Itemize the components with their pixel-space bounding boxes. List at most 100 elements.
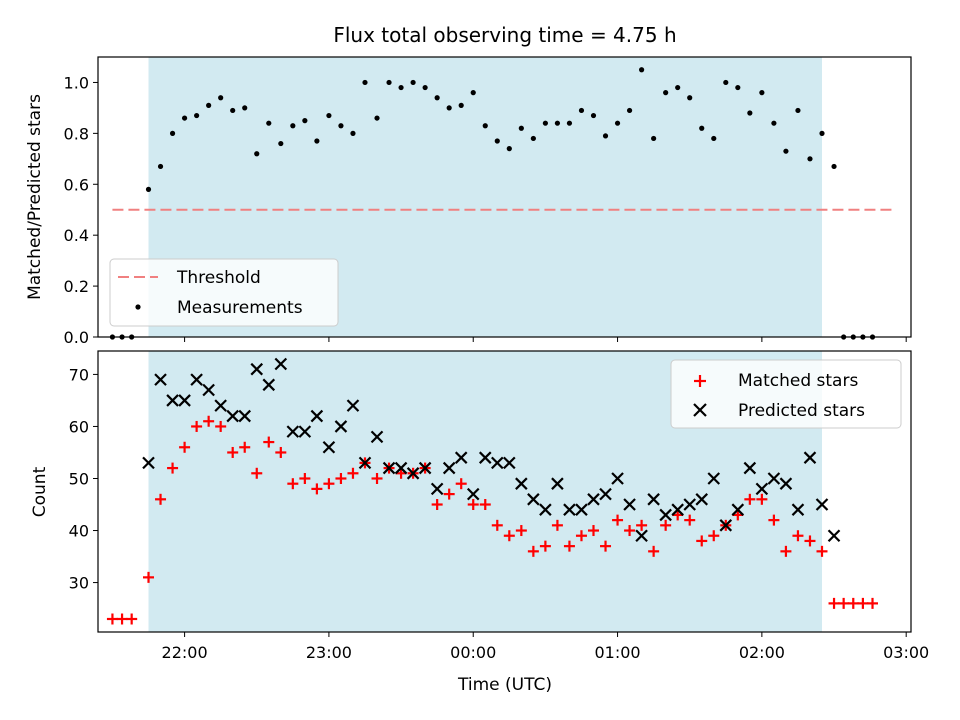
bottom-y-tick-label: 60 bbox=[69, 417, 89, 436]
predicted-star-marker bbox=[551, 477, 564, 490]
predicted-star-marker bbox=[587, 493, 600, 506]
predicted-star-marker bbox=[358, 456, 372, 470]
legend-matched-label: Matched stars bbox=[738, 371, 858, 391]
measurement-point bbox=[169, 130, 176, 136]
top-y-ticks: 0.0 0.2 0.4 0.6 0.8 1.0 bbox=[64, 73, 98, 347]
matched-star-marker bbox=[768, 514, 780, 526]
matched-star-marker bbox=[323, 478, 335, 490]
measurement-point bbox=[422, 84, 428, 91]
matched-star-marker bbox=[443, 488, 455, 500]
measurement-point bbox=[266, 120, 272, 126]
measurement-point bbox=[482, 123, 488, 129]
measurement-point bbox=[254, 151, 260, 157]
predicted-star-marker bbox=[779, 477, 793, 490]
predicted-star-marker bbox=[430, 482, 444, 496]
measurement-point bbox=[723, 79, 729, 86]
measurement-point bbox=[302, 118, 308, 124]
measurement-point bbox=[314, 138, 320, 144]
measurement-point bbox=[590, 112, 597, 119]
top-y-tick-label: 0.2 bbox=[64, 277, 89, 296]
x-axis-label: Time (UTC) bbox=[457, 675, 552, 695]
matched-star-marker bbox=[299, 472, 311, 484]
bottom-y-tick-label: 30 bbox=[69, 574, 89, 593]
matched-star-marker bbox=[587, 525, 599, 537]
matched-star-marker bbox=[575, 530, 587, 542]
predicted-star-marker bbox=[635, 529, 648, 543]
measurement-point bbox=[578, 107, 585, 114]
matched-star-marker bbox=[828, 597, 840, 609]
measurement-point bbox=[699, 125, 705, 131]
matched-star-marker bbox=[311, 483, 323, 495]
matched-star-marker bbox=[106, 613, 118, 625]
matched-star-marker bbox=[756, 493, 768, 505]
measurement-point bbox=[530, 135, 536, 142]
measurement-point bbox=[434, 95, 440, 101]
measurement-point bbox=[626, 107, 633, 114]
matched-star-marker bbox=[335, 472, 347, 484]
top-y-tick-label: 0.6 bbox=[64, 175, 89, 194]
matched-star-marker bbox=[251, 467, 263, 479]
predicted-star-marker bbox=[827, 529, 841, 543]
matched-star-marker bbox=[467, 499, 479, 511]
predicted-star-marker bbox=[418, 461, 432, 475]
matched-star-marker bbox=[126, 613, 138, 625]
matched-star-marker bbox=[792, 530, 804, 542]
top-y-tick-label: 0.8 bbox=[64, 124, 89, 143]
matched-star-marker bbox=[167, 462, 179, 474]
predicted-star-marker bbox=[298, 425, 312, 438]
top-y-tick-label: 1.0 bbox=[64, 73, 89, 92]
measurement-point bbox=[711, 135, 717, 142]
predicted-star-marker bbox=[226, 409, 239, 423]
measurement-point bbox=[675, 84, 681, 91]
bottom-y-tick-label: 40 bbox=[69, 522, 89, 541]
measurement-point bbox=[386, 79, 392, 86]
predicted-star-marker bbox=[803, 451, 817, 464]
matched-star-marker bbox=[347, 467, 359, 479]
measurement-point bbox=[807, 156, 813, 162]
predicted-star-marker bbox=[262, 378, 276, 392]
measurement-point bbox=[494, 138, 500, 144]
matched-star-marker bbox=[857, 597, 869, 609]
matched-star-marker bbox=[455, 478, 467, 490]
matched-star-marker bbox=[780, 545, 792, 557]
predicted-star-marker bbox=[647, 493, 660, 506]
matched-star-marker bbox=[708, 530, 720, 542]
bottom-x-tick-label: 03:00 bbox=[883, 643, 929, 662]
predicted-star-marker bbox=[755, 482, 769, 496]
measurement-point bbox=[362, 79, 368, 86]
predicted-star-marker bbox=[767, 472, 781, 485]
matched-star-marker bbox=[179, 441, 191, 453]
matched-star-marker bbox=[263, 436, 275, 448]
predicted-star-marker bbox=[503, 456, 516, 470]
predicted-star-marker bbox=[370, 430, 384, 444]
matched-star-marker bbox=[612, 514, 624, 526]
predicted-star-marker bbox=[154, 373, 167, 386]
matched-star-marker bbox=[539, 540, 551, 552]
measurement-point bbox=[651, 135, 657, 142]
top-axes-frame bbox=[97, 56, 912, 338]
matched-star-marker bbox=[696, 535, 708, 547]
measurement-point bbox=[759, 90, 765, 96]
matched-star-marker bbox=[431, 499, 443, 511]
matched-star-marker bbox=[275, 446, 287, 458]
matched-star-marker bbox=[227, 446, 239, 458]
measurement-point bbox=[290, 123, 296, 129]
predicted-star-marker bbox=[719, 519, 733, 532]
measurement-point bbox=[663, 90, 669, 96]
predicted-star-marker bbox=[274, 357, 288, 371]
predicted-star-marker bbox=[310, 409, 324, 423]
bottom-legend-box bbox=[670, 359, 902, 429]
measurement-point bbox=[458, 102, 464, 108]
predicted-star-marker bbox=[202, 383, 215, 397]
matched-star-marker bbox=[503, 530, 515, 542]
matched-star-marker bbox=[491, 519, 503, 531]
legend-threshold-label: Threshold bbox=[176, 268, 261, 288]
measurement-point bbox=[350, 130, 356, 136]
measurement-point bbox=[602, 133, 609, 139]
legend-matched-swatch bbox=[694, 375, 706, 387]
matched-star-marker bbox=[847, 597, 859, 609]
matched-star-marker bbox=[636, 519, 648, 531]
top-legend: Threshold Measurements bbox=[109, 258, 339, 327]
bottom-y-tick-label: 70 bbox=[69, 365, 89, 384]
predicted-star-marker bbox=[322, 440, 336, 454]
